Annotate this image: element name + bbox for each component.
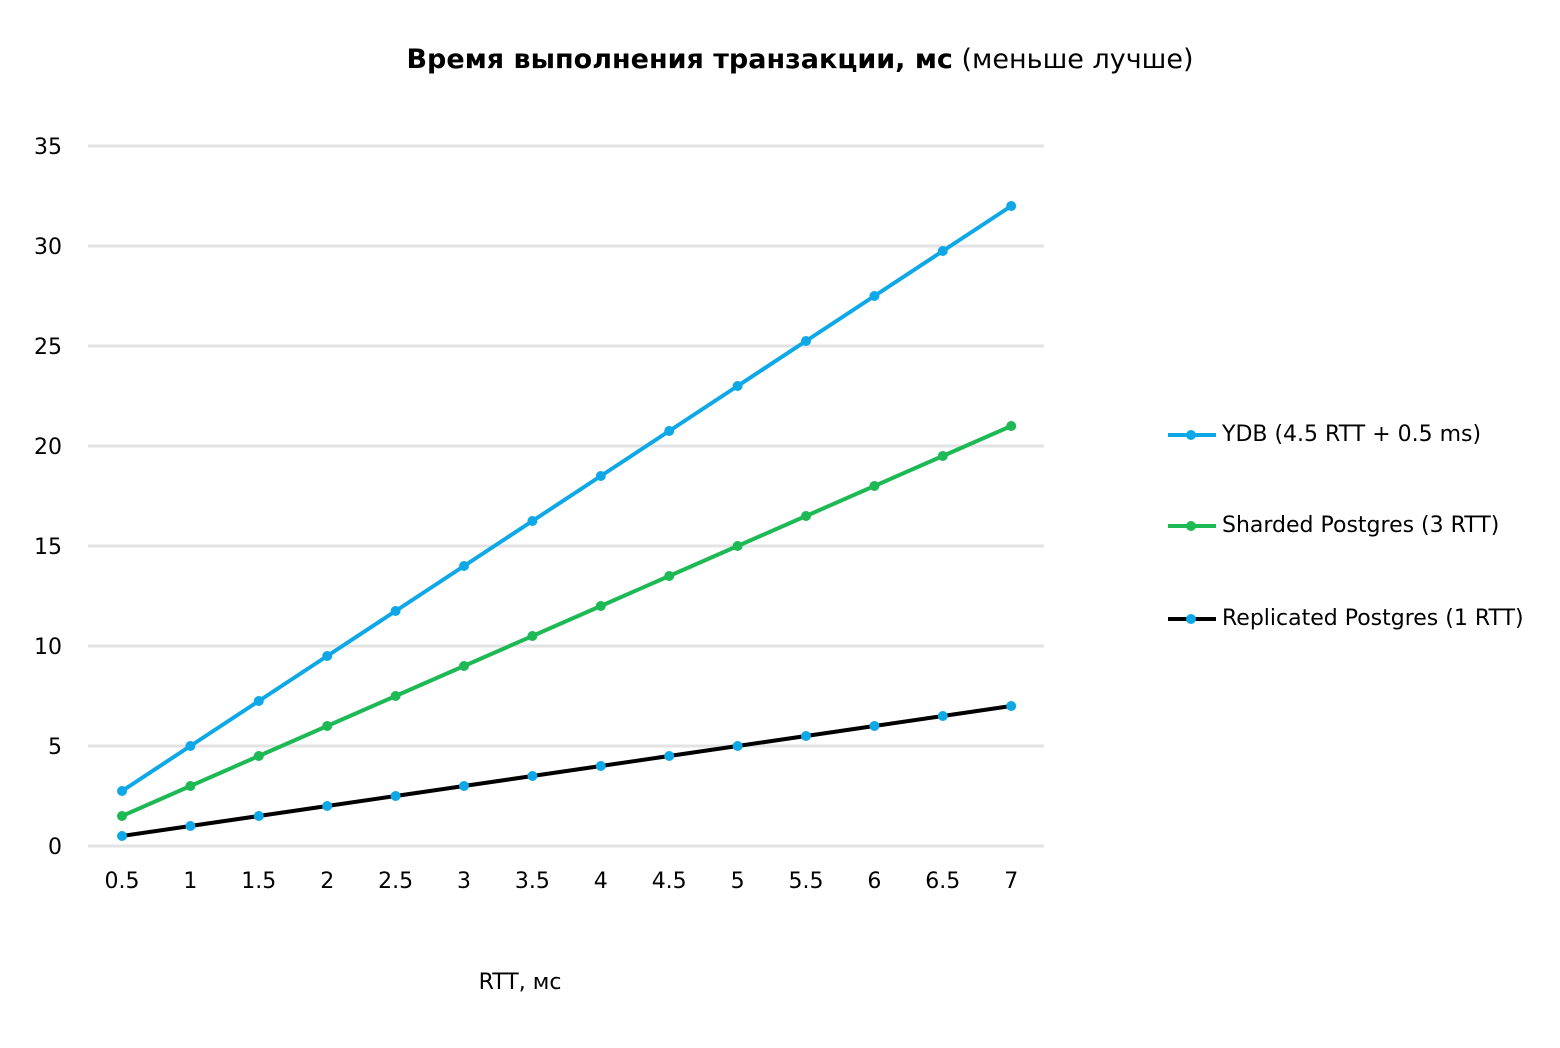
series-point — [185, 741, 196, 751]
x-tick-label: 2.5 — [378, 869, 413, 894]
series-point — [322, 801, 333, 811]
series-point — [527, 771, 538, 781]
y-tick-label: 10 — [34, 635, 62, 660]
chart-title-main: Время выполнения транзакции, мс — [406, 44, 953, 75]
series-point — [732, 541, 743, 551]
series-point — [185, 781, 196, 791]
series-point — [664, 751, 675, 761]
series-line — [121, 704, 1012, 838]
x-tick-label: 3.5 — [515, 869, 550, 894]
series-point — [527, 516, 538, 526]
x-tick-label: 6 — [867, 869, 881, 894]
x-tick-label: 4 — [594, 869, 608, 894]
legend-label: YDB (4.5 RTT + 0.5 ms) — [1222, 422, 1482, 447]
y-tick-label: 35 — [34, 135, 62, 160]
series-line — [121, 424, 1013, 818]
series-point — [801, 731, 811, 741]
series-point — [1006, 701, 1017, 711]
series-point — [595, 471, 606, 481]
x-tick-label: 5 — [731, 869, 745, 894]
x-tick-label: 7 — [1004, 869, 1018, 894]
legend-label: Replicated Postgres (1 RTT) — [1222, 606, 1524, 631]
series-point — [732, 381, 743, 391]
x-tick-label: 4.5 — [652, 869, 687, 894]
series-point — [869, 481, 880, 491]
x-tick-label: 1.5 — [241, 869, 276, 894]
series-point — [117, 786, 127, 796]
series-point — [869, 291, 880, 301]
series-point — [664, 426, 675, 436]
series-point — [185, 821, 196, 831]
y-tick-label: 20 — [34, 435, 62, 460]
series-point — [595, 761, 606, 771]
x-tick-label: 1 — [183, 869, 197, 894]
y-tick-label: 0 — [48, 835, 62, 860]
series-point — [801, 511, 811, 521]
chart-title: Время выполнения транзакции, мс (меньше … — [0, 44, 1560, 75]
series-point — [117, 831, 127, 841]
x-tick-label: 5.5 — [789, 869, 824, 894]
y-tick-label: 25 — [34, 335, 62, 360]
legend-marker — [1186, 430, 1196, 440]
series-point — [527, 631, 538, 641]
y-tick-label: 15 — [34, 535, 62, 560]
series-point — [253, 696, 264, 706]
series-point — [117, 811, 127, 821]
series-point — [732, 741, 743, 751]
series-point — [459, 661, 469, 671]
series-point — [1006, 201, 1017, 211]
legend-label: Sharded Postgres (3 RTT) — [1222, 513, 1500, 538]
series-line — [120, 204, 1013, 793]
chart-title-note: (меньше лучше) — [952, 44, 1194, 75]
series-point — [595, 601, 606, 611]
series-point — [390, 791, 401, 801]
x-axis-label: RTT, мс — [478, 970, 562, 995]
series-point — [459, 781, 469, 791]
series-point — [253, 751, 264, 761]
x-tick-label: 0.5 — [105, 869, 140, 894]
series-point — [459, 561, 469, 571]
series-point — [322, 721, 333, 731]
series-point — [937, 246, 948, 256]
legend-marker — [1186, 614, 1196, 624]
legend-marker — [1186, 521, 1196, 531]
x-tick-label: 2 — [320, 869, 334, 894]
series-point — [1006, 421, 1017, 431]
y-tick-label: 5 — [48, 735, 62, 760]
series-point — [253, 811, 264, 821]
x-tick-label: 6.5 — [925, 869, 960, 894]
series-point — [801, 336, 811, 346]
x-tick-label: 3 — [457, 869, 471, 894]
series-point — [322, 651, 333, 661]
y-tick-label: 30 — [34, 235, 62, 260]
series-point — [390, 691, 401, 701]
series-point — [937, 451, 948, 461]
series-point — [664, 571, 675, 581]
series-point — [390, 606, 401, 616]
series-point — [937, 711, 948, 721]
series-point — [869, 721, 880, 731]
